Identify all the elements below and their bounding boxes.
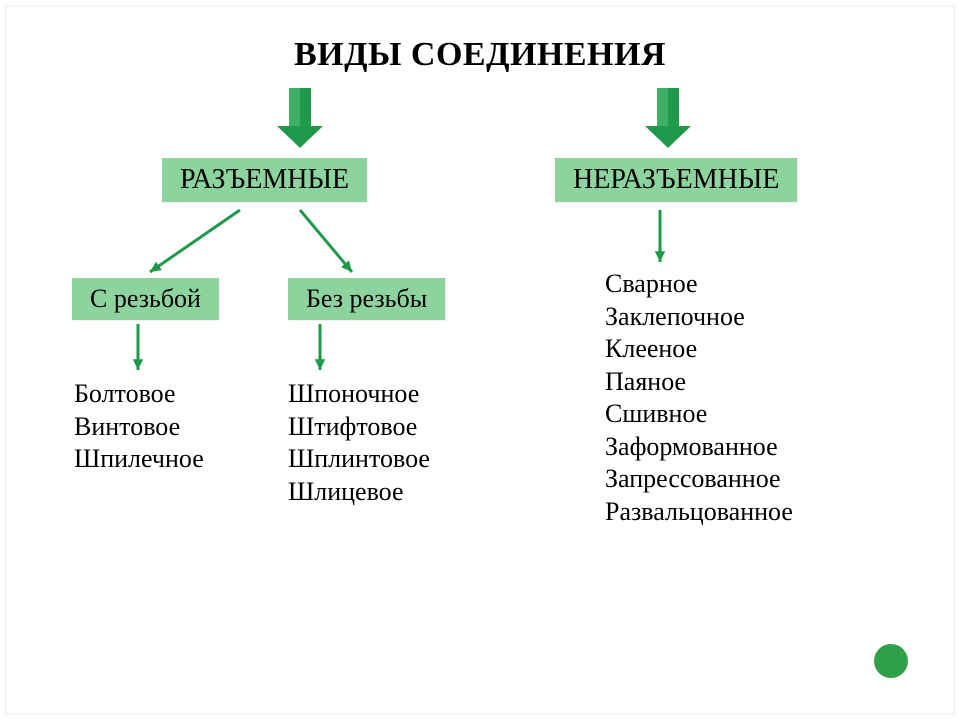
box-no-thread: Без резьбы — [288, 278, 445, 320]
pager-dot — [874, 644, 908, 678]
box-with-thread: С резьбой — [72, 278, 219, 320]
list-threaded-examples: Болтовое Винтовое Шпилечное — [74, 378, 204, 476]
diagram-title: ВИДЫ СОЕДИНЕНИЯ — [0, 36, 960, 74]
box-permanent: НЕРАЗЪЕМНЫЕ — [555, 158, 797, 202]
box-detachable: РАЗЪЕМНЫЕ — [162, 158, 367, 202]
list-unthreaded-examples: Шпоночное Штифтовое Шплинтовое Шлицевое — [288, 378, 430, 508]
list-permanent-examples: Сварное Заклепочное Клееное Паяное Сшивн… — [605, 268, 793, 528]
